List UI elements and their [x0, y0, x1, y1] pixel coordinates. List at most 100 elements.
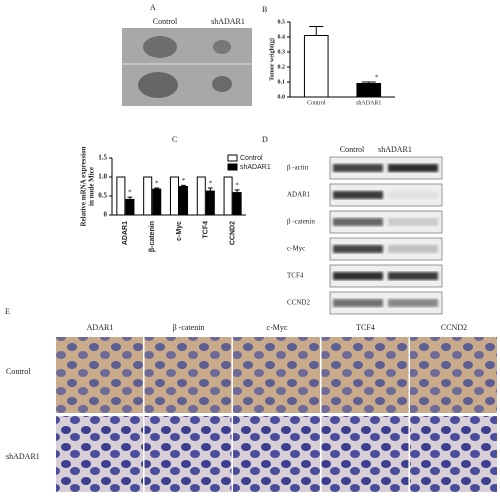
panel-label: A — [150, 3, 156, 12]
panel-label: C — [172, 135, 177, 144]
significance: * — [235, 182, 239, 190]
significance: * — [182, 177, 186, 185]
x-tick-label: β-catenin — [149, 221, 156, 252]
y-tick-label: 0.5 — [278, 19, 286, 25]
legend-label: shADAR1 — [240, 164, 271, 171]
ihc-image — [321, 337, 409, 413]
bar — [179, 186, 189, 216]
y-axis-label: Relative mRNA expression — [80, 146, 88, 226]
y-axis-label: in nude Mice — [88, 167, 96, 206]
legend-label: Control — [240, 155, 263, 162]
y-tick-label: 0.5 — [98, 192, 107, 200]
bar — [205, 190, 215, 216]
column-label: shADAR1 — [378, 145, 412, 154]
column-label: ADAR1 — [87, 323, 114, 332]
blot-band — [388, 191, 438, 199]
x-tick-label: Control — [307, 100, 326, 106]
panel-label: B — [262, 5, 267, 14]
blot-band — [388, 245, 438, 253]
tumor-photo — [122, 28, 252, 106]
ihc-image — [410, 337, 497, 413]
tumor — [213, 40, 231, 54]
ihc-image — [321, 416, 409, 492]
significance: * — [128, 189, 132, 197]
row-label: β -actin — [287, 164, 309, 172]
row-label: Control — [6, 367, 31, 376]
blot-frame — [329, 156, 443, 180]
column-label: TCF4 — [356, 323, 375, 332]
ihc-image — [410, 416, 497, 492]
ihc-image — [144, 416, 232, 492]
bar — [169, 176, 180, 216]
y-tick-label: 0.1 — [278, 79, 286, 85]
blot-band — [388, 272, 438, 280]
blot-frame — [329, 264, 443, 288]
panel-label: E — [5, 307, 10, 316]
row-label: shADAR1 — [6, 452, 40, 461]
y-axis-label: Tumor weight(g) — [268, 38, 275, 81]
blot-band — [388, 299, 438, 307]
x-tick-label: shADAR1 — [356, 100, 381, 106]
column-label: Control — [153, 17, 178, 26]
blot-frame — [329, 291, 443, 315]
significance: * — [375, 74, 379, 82]
blot-band — [333, 272, 383, 280]
blot-band — [333, 245, 383, 253]
row-label: β -catenin — [287, 218, 315, 226]
y-tick-label: 1.5 — [98, 154, 107, 162]
significance: * — [209, 180, 213, 188]
blot-band — [388, 218, 438, 226]
blot-frame — [329, 210, 443, 234]
bar — [356, 83, 382, 98]
column-label: Control — [340, 145, 365, 154]
y-tick-label: 0.2 — [278, 64, 286, 70]
blot-frame — [329, 183, 443, 207]
legend-swatch — [227, 154, 238, 162]
bar — [125, 198, 135, 216]
blot-band — [388, 164, 438, 172]
ihc-image — [56, 337, 143, 413]
x-tick-label: c-Myc — [176, 221, 183, 241]
y-tick-label: 1.0 — [98, 173, 107, 181]
row-label: ADAR1 — [287, 191, 311, 199]
tumor — [138, 72, 178, 98]
tumor — [212, 76, 232, 92]
y-tick-label: 0.3 — [278, 49, 286, 55]
x-tick-label: ADAR1 — [122, 221, 129, 245]
blot-band — [333, 218, 383, 226]
tumor — [143, 36, 177, 58]
blot-band — [333, 191, 383, 199]
blot-band — [333, 299, 383, 307]
column-label: shADAR1 — [211, 17, 245, 26]
bar — [116, 176, 126, 216]
bar — [152, 188, 162, 216]
y-tick-label: 0 — [104, 211, 108, 219]
row-label: CCND2 — [287, 299, 310, 307]
x-tick-label: TCF4 — [203, 221, 210, 239]
column-label: CCND2 — [441, 323, 467, 332]
bar — [303, 35, 329, 98]
column-label: c-Myc — [267, 323, 288, 332]
row-label: c-Myc — [287, 245, 305, 253]
ihc-image — [233, 337, 320, 413]
bar — [232, 192, 242, 216]
blot-band — [333, 164, 383, 172]
significance: * — [155, 180, 159, 188]
bar — [143, 176, 153, 216]
ihc-image — [233, 416, 320, 492]
ihc-grid: ADAR1 β -catenin c-Myc TCF4 CCND2 Control shAD… — [6, 323, 497, 492]
panel-label: D — [262, 135, 268, 144]
blot-frame — [329, 237, 443, 261]
ihc-image — [56, 416, 143, 492]
bar — [223, 176, 233, 216]
ihc-image — [144, 337, 232, 413]
column-label: β -catenin — [173, 323, 205, 332]
row-label: TCF4 — [287, 272, 304, 280]
bar — [196, 176, 206, 216]
y-tick-label: 0.4 — [278, 34, 286, 40]
blots: β -actin ADAR1 β -catenin c-Myc TCF4 CCND2 — [287, 156, 443, 315]
legend-swatch — [227, 163, 238, 171]
y-tick-label: 0.0 — [278, 94, 286, 100]
x-tick-label: CCND2 — [229, 221, 236, 245]
